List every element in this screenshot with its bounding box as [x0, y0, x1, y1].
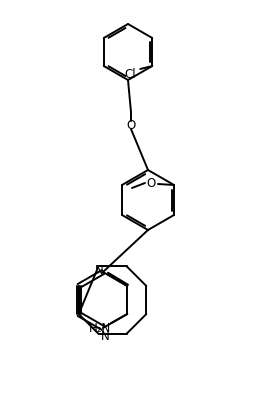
Text: O: O: [126, 118, 136, 131]
Text: O: O: [146, 177, 156, 190]
Text: H₂N: H₂N: [89, 322, 111, 335]
Text: N: N: [101, 329, 109, 343]
Text: Cl: Cl: [124, 67, 136, 80]
Text: N: N: [95, 263, 104, 276]
